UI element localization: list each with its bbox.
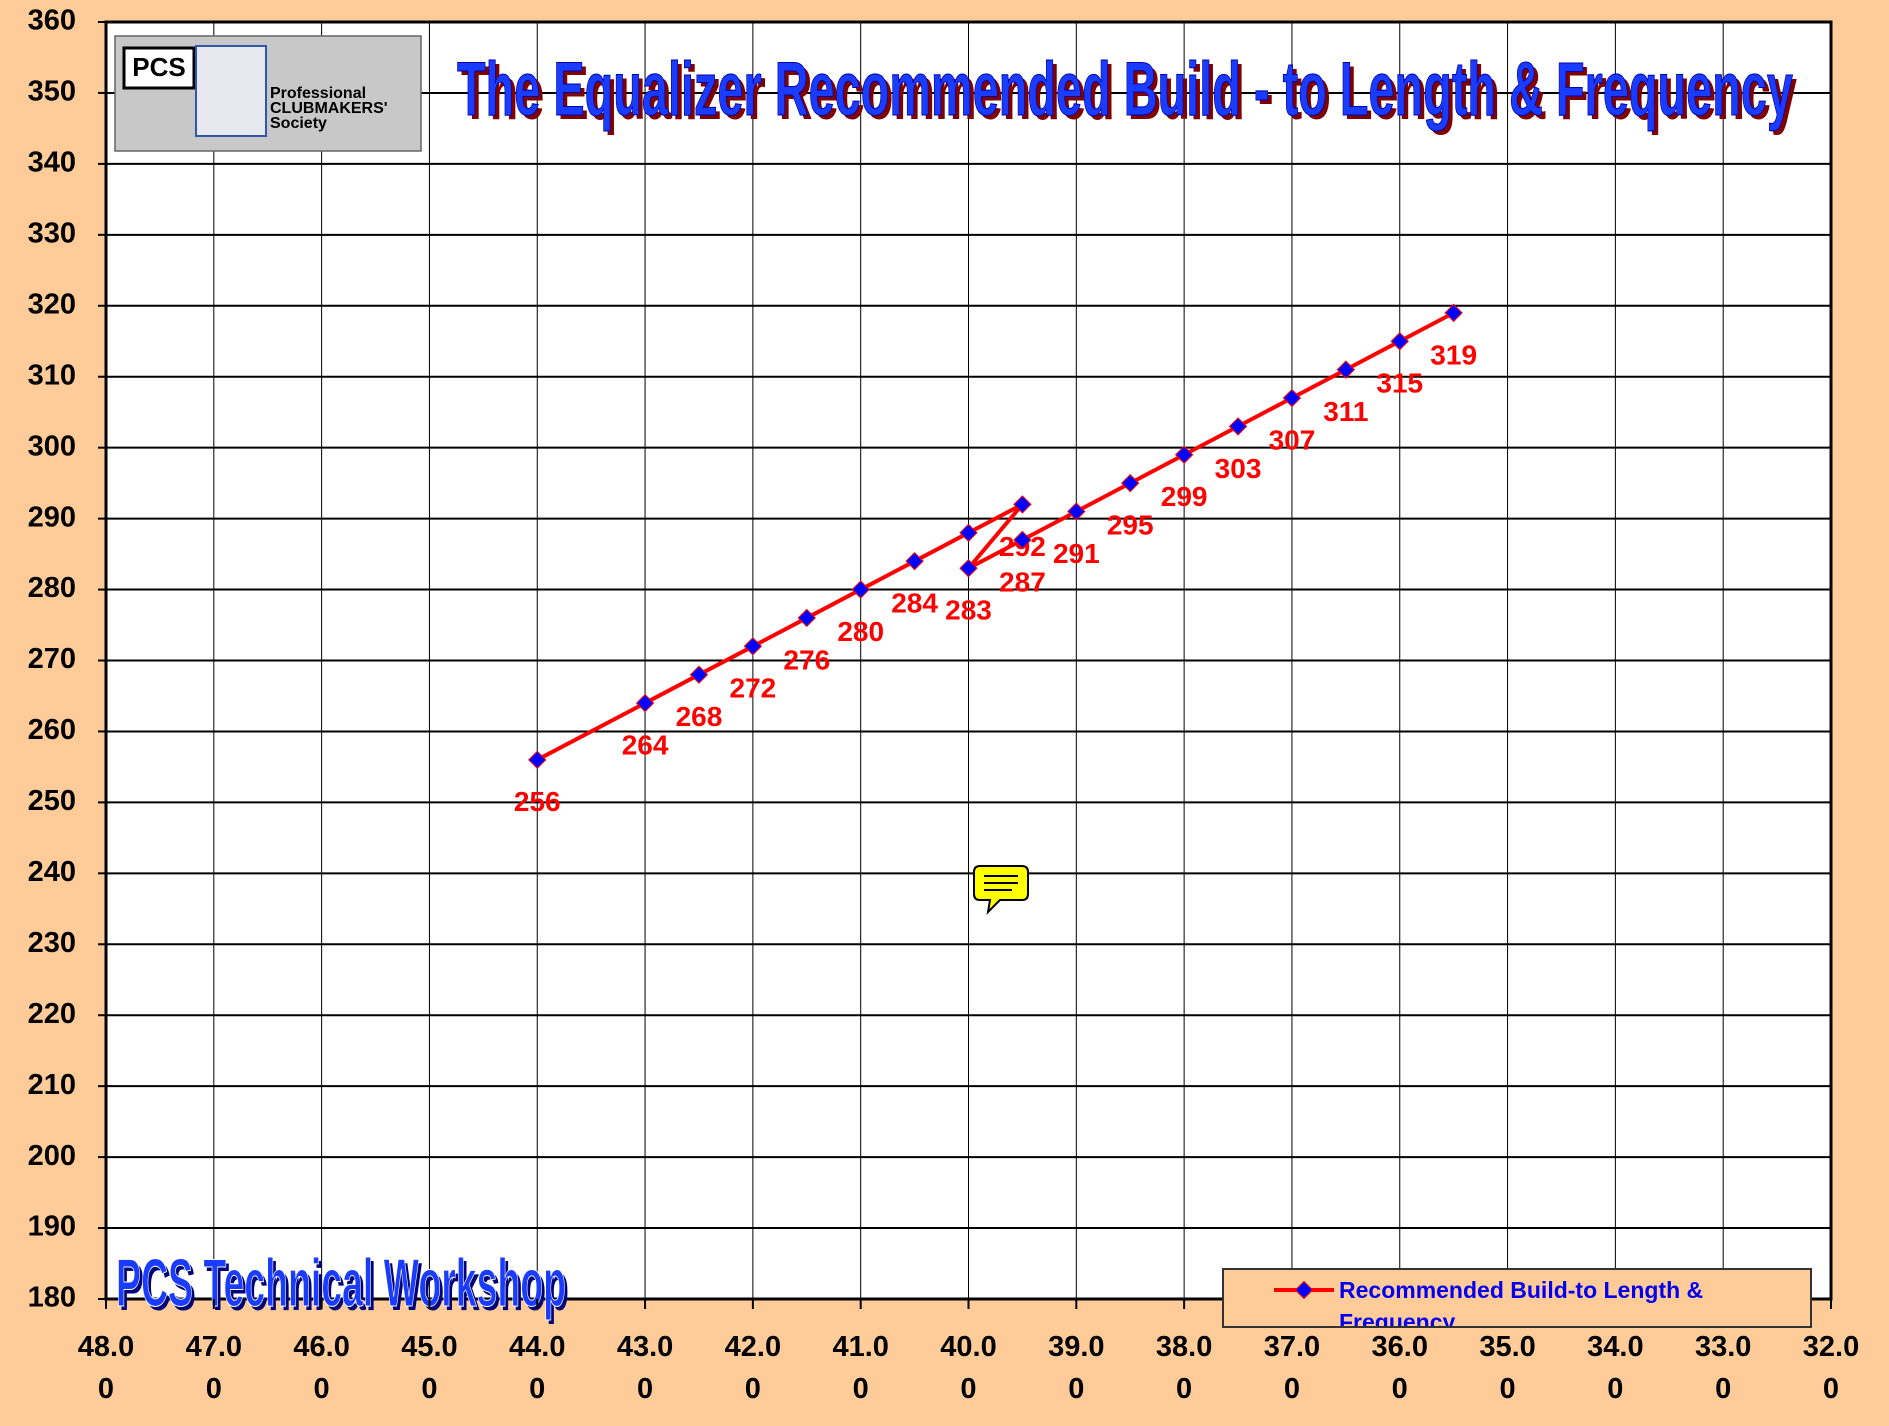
x-tick-label: 37.00 bbox=[1263, 1331, 1321, 1405]
y-tick-label: 330 bbox=[28, 217, 76, 249]
data-label: 256 bbox=[514, 786, 561, 817]
x-tick-label: 44.00 bbox=[509, 1331, 566, 1405]
data-label: 280 bbox=[837, 616, 884, 647]
data-point bbox=[1121, 473, 1140, 493]
data-label: 315 bbox=[1376, 368, 1423, 399]
data-point bbox=[689, 665, 709, 684]
legend-swatch bbox=[1274, 1280, 1334, 1300]
footer-shadow: PCS Technical Workshop bbox=[119, 1249, 569, 1325]
y-tick-label: 180 bbox=[28, 1282, 76, 1314]
y-tick-label: 260 bbox=[28, 714, 76, 746]
data-point bbox=[959, 559, 978, 578]
y-tick-label: 270 bbox=[28, 643, 76, 675]
data-label: 276 bbox=[783, 644, 830, 675]
data-label: 283 bbox=[945, 595, 992, 626]
y-tick-label: 190 bbox=[28, 1211, 76, 1243]
y-tick-label: 210 bbox=[28, 1069, 76, 1101]
y-tick-label: 320 bbox=[28, 288, 76, 320]
y-tick-label: 300 bbox=[28, 430, 76, 462]
data-label: 264 bbox=[622, 729, 669, 760]
x-tick-label: 36.00 bbox=[1371, 1331, 1428, 1405]
y-tick-label: 230 bbox=[28, 927, 76, 959]
y-tick-label: 250 bbox=[28, 785, 76, 817]
data-label: 319 bbox=[1430, 339, 1477, 370]
x-tick-label: 48.00 bbox=[77, 1331, 135, 1405]
x-tick-label: 46.00 bbox=[293, 1331, 350, 1405]
x-tick-label: 45.00 bbox=[401, 1331, 458, 1405]
legend: Recommended Build-to Length & Frequency bbox=[1222, 1268, 1812, 1328]
data-label: 307 bbox=[1269, 424, 1316, 455]
logo: PCS Professional CLUBMAKERS' Society bbox=[114, 35, 422, 152]
y-tick-label: 350 bbox=[28, 76, 76, 108]
data-point bbox=[1228, 417, 1248, 436]
y-tick-label: 290 bbox=[28, 501, 76, 533]
logo-text: Professional CLUBMAKERS' Society bbox=[270, 86, 388, 132]
x-tick-label: 43.00 bbox=[616, 1331, 674, 1405]
data-point bbox=[851, 580, 870, 599]
data-point bbox=[528, 750, 547, 770]
x-tick-label: 34.00 bbox=[1587, 1331, 1644, 1405]
data-point bbox=[1067, 502, 1086, 521]
x-tick-label: 42.00 bbox=[724, 1331, 782, 1405]
x-tick-label: 38.00 bbox=[1155, 1331, 1213, 1405]
data-point bbox=[1336, 360, 1356, 379]
data-point bbox=[1390, 332, 1409, 351]
y-tick-label: 340 bbox=[28, 147, 76, 179]
data-point bbox=[1013, 530, 1032, 550]
data-label: 284 bbox=[891, 588, 938, 619]
logo-mark: PCS bbox=[132, 52, 185, 82]
data-label: 291 bbox=[1053, 538, 1100, 569]
data-point bbox=[743, 637, 763, 656]
y-tick-label: 200 bbox=[28, 1140, 76, 1172]
data-label: 311 bbox=[1323, 396, 1368, 427]
footer-text: PCS Technical Workshop bbox=[116, 1245, 566, 1321]
legend-label: Recommended Build-to Length & Frequency bbox=[1339, 1277, 1704, 1328]
data-point bbox=[905, 551, 924, 571]
data-point bbox=[1013, 495, 1032, 514]
y-tick-label: 240 bbox=[28, 856, 76, 888]
x-tick-label: 40.00 bbox=[940, 1331, 997, 1405]
y-tick-label: 310 bbox=[28, 359, 76, 391]
y-tick-label: 220 bbox=[28, 998, 76, 1030]
data-label: 303 bbox=[1215, 453, 1262, 484]
legend-marker bbox=[1294, 1280, 1314, 1300]
data-point bbox=[959, 523, 978, 542]
x-tick-label: 41.00 bbox=[832, 1331, 889, 1405]
logo-badge bbox=[122, 46, 196, 90]
x-tick-label: 33.00 bbox=[1694, 1331, 1752, 1405]
y-tick-label: 360 bbox=[28, 5, 76, 37]
logo-graphic bbox=[195, 45, 267, 137]
data-point bbox=[1444, 303, 1463, 323]
y-tick-label: 280 bbox=[28, 572, 76, 604]
x-tick-label: 35.00 bbox=[1479, 1331, 1536, 1405]
x-tick-label: 39.00 bbox=[1048, 1331, 1105, 1405]
x-tick-label: 47.00 bbox=[185, 1331, 243, 1405]
data-label: 287 bbox=[999, 566, 1046, 597]
data-point bbox=[797, 608, 816, 628]
data-label: 268 bbox=[676, 701, 723, 732]
data-point bbox=[1282, 388, 1302, 408]
x-tick-label: 32.00 bbox=[1802, 1331, 1860, 1405]
logo-text-box: Professional CLUBMAKERS' Society bbox=[270, 86, 388, 132]
data-point bbox=[635, 693, 655, 713]
data-label: 299 bbox=[1161, 481, 1208, 512]
data-label: 272 bbox=[730, 673, 777, 704]
data-point bbox=[1174, 445, 1194, 464]
chart-title-shadow: The Equalizer Recommended Build - to Len… bbox=[461, 51, 1797, 136]
comment-icon bbox=[973, 865, 1029, 915]
chart-title: The Equalizer Recommended Build - to Len… bbox=[457, 47, 1793, 132]
data-label: 295 bbox=[1107, 510, 1154, 541]
